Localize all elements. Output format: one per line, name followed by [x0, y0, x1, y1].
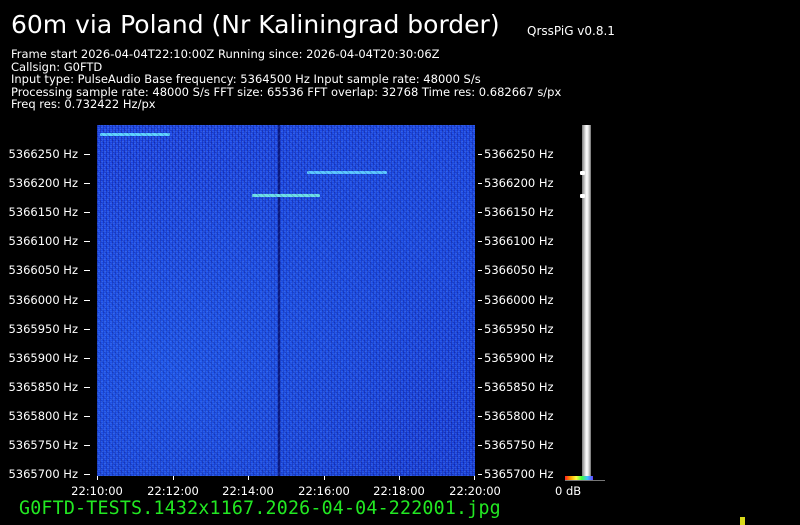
- frequency-label: 5366000 Hz: [8, 293, 78, 307]
- frequency-label: 5366150 Hz: [484, 205, 554, 219]
- frequency-label: 5365950 Hz: [8, 322, 78, 336]
- db-scale-label: 0 dB: [555, 484, 582, 498]
- frame-boundary-line: [278, 125, 280, 476]
- frequency-tick: [478, 183, 482, 184]
- frequency-label: 5365700 Hz: [484, 467, 554, 481]
- frequency-label: 5366150 Hz: [8, 205, 78, 219]
- info-block: Frame start 2026-04-04T22:10:00Z Running…: [11, 48, 561, 111]
- time-tick: [399, 476, 400, 480]
- time-label: 22:10:00: [71, 484, 123, 498]
- signal-trace: [100, 133, 170, 136]
- frequency-label: 5365750 Hz: [484, 438, 554, 452]
- frequency-label: 5365850 Hz: [484, 380, 554, 394]
- frequency-label: 5365800 Hz: [484, 409, 554, 423]
- signal-trace: [307, 171, 387, 174]
- frequency-tick: [478, 387, 482, 388]
- frequency-tick: [84, 445, 90, 446]
- time-label: 22:16:00: [298, 484, 350, 498]
- frequency-label: 5366100 Hz: [484, 234, 554, 248]
- time-label: 22:18:00: [373, 484, 425, 498]
- time-tick: [97, 476, 98, 480]
- frequency-label: 5366250 Hz: [484, 147, 554, 161]
- info-processing: Processing sample rate: 48000 S/s FFT si…: [11, 84, 562, 99]
- frequency-tick: [478, 416, 482, 417]
- frequency-label: 5366050 Hz: [8, 263, 78, 277]
- frequency-label: 5365900 Hz: [484, 351, 554, 365]
- frequency-tick: [478, 329, 482, 330]
- time-tick: [474, 476, 475, 480]
- time-axis: 22:10:00 22:12:00 22:14:00 22:16:00 22:18:00…: [71, 476, 501, 498]
- image-filename: G0FTD-TESTS.1432x1167.2026-04-04-222001.…: [19, 498, 501, 519]
- corner-marker: [740, 517, 745, 525]
- frequency-label: 5366000 Hz: [484, 293, 554, 307]
- time-label: 22:12:00: [147, 484, 199, 498]
- frequency-tick: [478, 474, 482, 475]
- app-version: QrssPiG v0.8.1: [527, 24, 615, 38]
- time-tick: [324, 476, 325, 480]
- frequency-tick: [84, 183, 90, 184]
- info-freq-res: Freq res: 0.732422 Hz/px: [11, 97, 156, 112]
- frequency-label: 5365800 Hz: [8, 409, 78, 423]
- colour-ramp: [565, 476, 593, 480]
- frequency-label: 5366100 Hz: [8, 234, 78, 248]
- frequency-tick: [84, 212, 90, 213]
- frequency-tick: [84, 474, 90, 475]
- level-mark: [580, 171, 585, 175]
- frequency-tick: [84, 241, 90, 242]
- frequency-tick: [84, 270, 90, 271]
- frequency-label: 5365750 Hz: [8, 438, 78, 452]
- spectrogram-title: 60m via Poland (Nr Kaliningrad border): [11, 10, 500, 39]
- frequency-label: 5366050 Hz: [484, 263, 554, 277]
- frequency-tick: [478, 270, 482, 271]
- frequency-label: 5365900 Hz: [8, 351, 78, 365]
- frequency-tick: [478, 241, 482, 242]
- signal-trace: [252, 194, 320, 197]
- info-callsign: Callsign: G0FTD: [11, 59, 103, 74]
- time-tick: [173, 476, 174, 480]
- frequency-label: 5366200 Hz: [484, 176, 554, 190]
- frequency-tick: [478, 300, 482, 301]
- frequency-label: 5366200 Hz: [8, 176, 78, 190]
- frequency-tick: [478, 212, 482, 213]
- frequency-tick: [84, 329, 90, 330]
- frequency-axis-right: 5366250 Hz 5366200 Hz 5366150 Hz 5366100 Hz…: [478, 125, 568, 481]
- info-input-type: Input type: PulseAudio Base frequency: 5…: [11, 72, 481, 87]
- info-frame-start: Frame start 2026-04-04T22:10:00Z Running…: [11, 47, 440, 61]
- frequency-tick: [478, 445, 482, 446]
- signal-level-bar: [580, 125, 591, 476]
- time-tick: [248, 476, 249, 480]
- frequency-tick: [84, 154, 90, 155]
- frequency-tick: [478, 154, 482, 155]
- frequency-label: 5366250 Hz: [8, 147, 78, 161]
- time-label: 22:14:00: [222, 484, 274, 498]
- colour-ramp-baseline: [565, 480, 605, 481]
- frequency-label: 5365950 Hz: [484, 322, 554, 336]
- frequency-tick: [84, 300, 90, 301]
- waterfall-spectrogram: [97, 125, 475, 476]
- time-label: 22:20:00: [449, 484, 501, 498]
- frequency-label: 5365850 Hz: [8, 380, 78, 394]
- level-mark: [580, 194, 585, 198]
- frequency-tick: [84, 416, 90, 417]
- frequency-tick: [84, 358, 90, 359]
- frequency-axis-left: 5366250 Hz 5366200 Hz 5366150 Hz 5366100 Hz…: [0, 125, 90, 481]
- frequency-label: 5365700 Hz: [8, 467, 78, 481]
- frequency-tick: [478, 358, 482, 359]
- frequency-tick: [84, 387, 90, 388]
